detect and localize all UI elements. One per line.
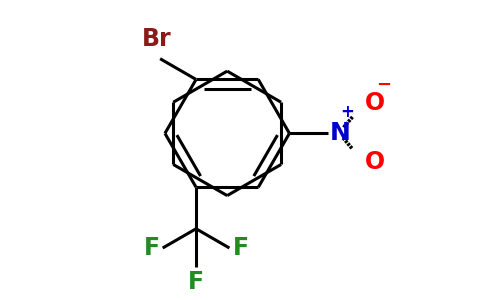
Text: F: F xyxy=(232,236,248,260)
Text: F: F xyxy=(188,270,204,294)
Text: N: N xyxy=(330,122,350,146)
Text: −: − xyxy=(377,76,392,94)
Text: +: + xyxy=(340,103,354,121)
Text: Br: Br xyxy=(142,27,172,51)
Text: F: F xyxy=(144,236,160,260)
Text: O: O xyxy=(365,91,385,115)
Text: O: O xyxy=(364,150,385,174)
